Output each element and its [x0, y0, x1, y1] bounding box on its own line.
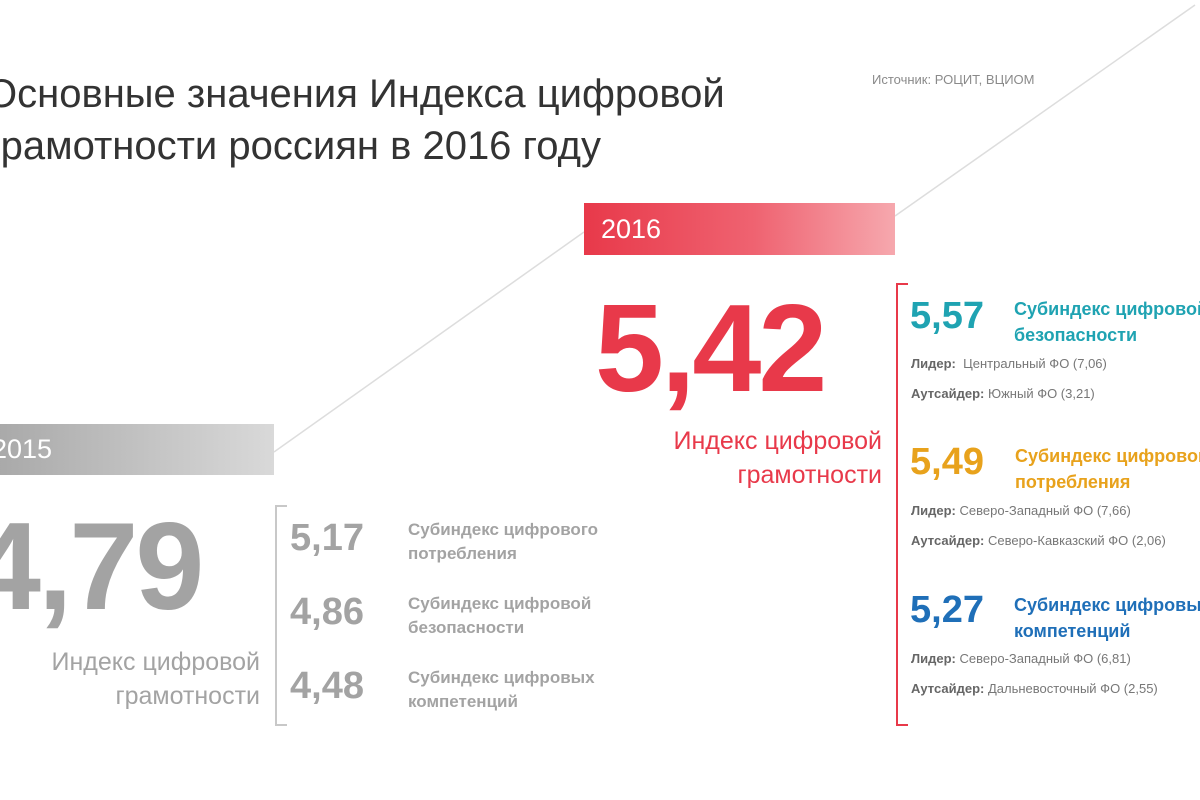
subindex-2016-security-outsider: Аутсайдер: Южный ФО (3,21) [911, 386, 1095, 401]
outsider-value: Южный ФО (3,21) [987, 386, 1095, 401]
page-title: Основные значения Индекса цифровой грамо… [0, 68, 806, 172]
subindex-2015-security-value: 4,86 [290, 591, 364, 633]
index-2016-label-line-2: грамотности [737, 461, 882, 489]
subindex-2016-consumption-leader: Лидер: Северо-Западный ФО (7,66) [911, 503, 1131, 518]
leader-value: Центральный ФО (7,06) [963, 356, 1107, 371]
outsider-prefix: Аутсайдер: [911, 681, 985, 696]
source-note: Источник: РОЦИТ, ВЦИОМ [872, 72, 1035, 87]
subindex-2016-consumption-outsider: Аутсайдер: Северо-Кавказский ФО (2,06) [911, 533, 1166, 548]
leader-value: Северо-Западный ФО (6,81) [959, 651, 1131, 666]
subindex-2016-competence-label-line-1: Субиндекс цифровых [1014, 595, 1200, 615]
subindex-2015-competence-label-line-2: компетенций [408, 692, 518, 711]
subindex-2016-consumption-label-line-1: Субиндекс цифрового [1015, 446, 1200, 466]
bracket-2015 [275, 505, 287, 726]
index-2015-label-line-2: грамотности [115, 682, 260, 710]
subindex-2016-security-label-line-1: Субиндекс цифровой [1014, 299, 1200, 319]
index-2015-label-line-1: Индекс цифровой [51, 648, 260, 676]
subindex-2015-consumption-label-line-2: потребления [408, 544, 517, 563]
subindex-2016-consumption-label-line-2: потребления [1015, 472, 1131, 492]
subindex-2015-competence-label-line-1: Субиндекс цифровых [408, 668, 595, 687]
index-2015-label: Индекс цифровой грамотности [0, 645, 260, 713]
subindex-2015-consumption-value: 5,17 [290, 517, 364, 559]
outsider-prefix: Аутсайдер: [911, 386, 985, 401]
leader-prefix: Лидер: [911, 503, 956, 518]
leader-value: Северо-Западный ФО (7,66) [959, 503, 1131, 518]
title-line-2: грамотности россиян в 2016 году [0, 124, 601, 168]
leader-prefix: Лидер: [911, 651, 956, 666]
subindex-2016-security-label: Субиндекс цифровой безопасности [1014, 296, 1200, 348]
year-2016-banner: 2016 [584, 203, 895, 255]
subindex-2015-security-label-line-2: безопасности [408, 618, 525, 637]
outsider-value: Северо-Кавказский ФО (2,06) [987, 533, 1166, 548]
subindex-2015-competence-value: 4,48 [290, 665, 364, 707]
outsider-value: Дальневосточный ФО (2,55) [987, 681, 1158, 696]
subindex-2016-consumption-label: Субиндекс цифрового потребления [1015, 443, 1200, 495]
index-2016-label-line-1: Индекс цифровой [673, 427, 882, 455]
subindex-2015-consumption-label-line-1: Субиндекс цифрового [408, 520, 599, 539]
subindex-2016-competence-outsider: Аутсайдер: Дальневосточный ФО (2,55) [911, 681, 1158, 696]
outsider-prefix: Аутсайдер: [911, 533, 985, 548]
title-line-1: Основные значения Индекса цифровой [0, 72, 725, 116]
subindex-2015-competence-label: Субиндекс цифровых компетенций [408, 666, 668, 714]
subindex-2016-competence-value: 5,27 [910, 589, 984, 631]
subindex-2015-security-label: Субиндекс цифровой безопасности [408, 592, 668, 640]
index-2016-value: 5,42 [595, 280, 827, 418]
index-2015-value: 4,79 [0, 498, 204, 636]
subindex-2016-competence-label: Субиндекс цифровых компетенций [1014, 592, 1200, 644]
year-2015-label: 2015 [0, 434, 53, 464]
index-2016-label: Индекс цифровой грамотности [600, 424, 882, 492]
subindex-2016-competence-label-line-2: компетенций [1014, 621, 1131, 641]
year-2015-banner: 2015 [0, 424, 274, 475]
subindex-2016-security-value: 5,57 [910, 295, 984, 337]
year-2016-label: 2016 [601, 214, 662, 244]
subindex-2016-consumption-value: 5,49 [910, 441, 984, 483]
bracket-2016 [896, 283, 908, 726]
subindex-2016-security-label-line-2: безопасности [1014, 325, 1138, 345]
subindex-2016-competence-leader: Лидер: Северо-Западный ФО (6,81) [911, 651, 1131, 666]
leader-prefix: Лидер: [911, 356, 956, 371]
subindex-2015-security-label-line-1: Субиндекс цифровой [408, 594, 592, 613]
subindex-2016-security-leader: Лидер: Центральный ФО (7,06) [911, 356, 1107, 371]
subindex-2015-consumption-label: Субиндекс цифрового потребления [408, 518, 668, 566]
